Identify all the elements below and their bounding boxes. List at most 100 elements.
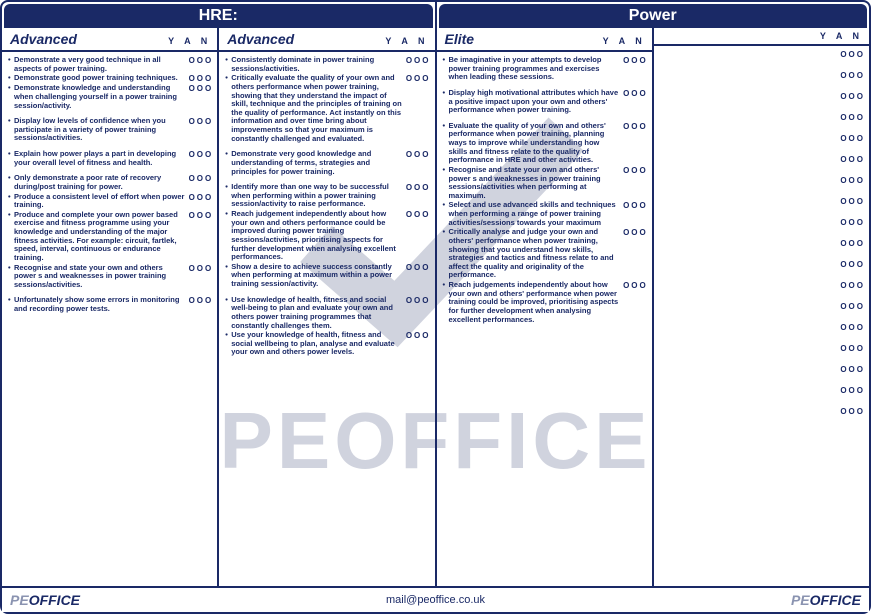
- criteria-item: Use your knowledge of health, fitness an…: [225, 331, 430, 357]
- check-circles[interactable]: OOO: [186, 193, 214, 202]
- empty-row: OOO: [660, 281, 865, 290]
- criteria-item: Demonstrate very good knowledge and unde…: [225, 150, 430, 176]
- check-circles[interactable]: OOO: [403, 183, 431, 192]
- empty-row: OOO: [660, 197, 865, 206]
- empty-row: OOO: [660, 113, 865, 122]
- logo-right: PEOFFICE: [791, 592, 861, 608]
- check-circles[interactable]: OOO: [186, 264, 214, 273]
- check-circles[interactable]: OOO: [620, 228, 648, 237]
- check-circles[interactable]: OOO: [837, 92, 865, 101]
- check-circles[interactable]: OOO: [837, 407, 865, 416]
- empty-row: OOO: [660, 344, 865, 353]
- check-circles[interactable]: OOO: [837, 50, 865, 59]
- check-circles[interactable]: OOO: [186, 117, 214, 126]
- column-header: AdvancedY A N: [2, 28, 217, 52]
- check-circles[interactable]: OOO: [837, 239, 865, 248]
- check-circles[interactable]: OOO: [186, 296, 214, 305]
- column-header: Y A N: [654, 28, 869, 46]
- criteria-item: Reach judgement independently about how …: [225, 210, 430, 262]
- criteria-item: Produce a consistent level of effort whe…: [8, 193, 213, 210]
- criteria-item: Show a desire to achieve success constan…: [225, 263, 430, 289]
- check-circles[interactable]: OOO: [186, 74, 214, 83]
- criteria-item: Display low levels of confidence when yo…: [8, 117, 213, 143]
- criteria-item: Select and use advanced skills and techn…: [443, 201, 648, 227]
- criteria-item: Recognise and state your own and others …: [8, 264, 213, 290]
- check-circles[interactable]: OOO: [837, 197, 865, 206]
- check-circles[interactable]: OOO: [403, 296, 431, 305]
- criteria-item: Recognise and state your own and others'…: [443, 166, 648, 201]
- criteria-item: Demonstrate knowledge and understanding …: [8, 84, 213, 110]
- check-circles[interactable]: OOO: [620, 281, 648, 290]
- criteria-item: Consistently dominate in power training …: [225, 56, 430, 73]
- column-header: AdvancedY A N: [219, 28, 434, 52]
- empty-row: OOO: [660, 50, 865, 59]
- check-circles[interactable]: OOO: [837, 71, 865, 80]
- check-circles[interactable]: OOO: [837, 260, 865, 269]
- criteria-item: Critically analyse and judge your own an…: [443, 228, 648, 280]
- check-circles[interactable]: OOO: [837, 134, 865, 143]
- check-circles[interactable]: OOO: [837, 176, 865, 185]
- check-circles[interactable]: OOO: [186, 56, 214, 65]
- criteria-item: Explain how power plays a part in develo…: [8, 150, 213, 167]
- check-circles[interactable]: OOO: [186, 84, 214, 93]
- criteria-item: Reach judgements independently about how…: [443, 281, 648, 324]
- check-circles[interactable]: OOO: [403, 331, 431, 340]
- check-circles[interactable]: OOO: [403, 56, 431, 65]
- criteria-item: Only demonstrate a poor rate of recovery…: [8, 174, 213, 191]
- check-circles[interactable]: OOO: [837, 365, 865, 374]
- check-circles[interactable]: OOO: [837, 323, 865, 332]
- criteria-item: Use knowledge of health, fitness and soc…: [225, 296, 430, 331]
- check-circles[interactable]: OOO: [403, 150, 431, 159]
- check-circles[interactable]: OOO: [837, 155, 865, 164]
- check-circles[interactable]: OOO: [403, 74, 431, 83]
- empty-row: OOO: [660, 71, 865, 80]
- check-circles[interactable]: OOO: [837, 113, 865, 122]
- check-circles[interactable]: OOO: [837, 302, 865, 311]
- empty-row: OOO: [660, 260, 865, 269]
- criteria-item: Evaluate the quality of your own and oth…: [443, 122, 648, 165]
- criteria-item: Identify more than one way to be success…: [225, 183, 430, 209]
- check-circles[interactable]: OOO: [837, 344, 865, 353]
- criteria-item: Produce and complete your own power base…: [8, 211, 213, 263]
- column-body: Demonstrate a very good technique in all…: [2, 52, 217, 586]
- check-circles[interactable]: OOO: [403, 263, 431, 272]
- empty-row: OOO: [660, 134, 865, 143]
- column-body: OOO OOO OOO OOO OOO OOO OOO OOO OOO OOO OOO OOO OOO O…: [654, 46, 869, 586]
- empty-row: OOO: [660, 365, 865, 374]
- check-circles[interactable]: OOO: [620, 201, 648, 210]
- footer-email: mail@peoffice.co.uk: [386, 594, 485, 606]
- empty-row: OOO: [660, 92, 865, 101]
- check-circles[interactable]: OOO: [403, 210, 431, 219]
- check-circles[interactable]: OOO: [186, 211, 214, 220]
- check-circles[interactable]: OOO: [837, 218, 865, 227]
- criteria-item: Demonstrate a very good technique in all…: [8, 56, 213, 73]
- empty-row: OOO: [660, 218, 865, 227]
- criteria-item: Demonstrate good power training techniqu…: [8, 74, 213, 83]
- column-body: Be imaginative in your attempts to devel…: [437, 52, 652, 586]
- empty-row: OOO: [660, 407, 865, 416]
- check-circles[interactable]: OOO: [837, 386, 865, 395]
- main-grid: HRE:AdvancedY A N Demonstrate a very good…: [2, 2, 869, 586]
- check-circles[interactable]: OOO: [186, 150, 214, 159]
- footer: PEOFFICE mail@peoffice.co.uk PEOFFICE: [2, 586, 869, 612]
- check-circles[interactable]: OOO: [620, 122, 648, 131]
- check-circles[interactable]: OOO: [837, 281, 865, 290]
- section-header: HRE:: [4, 4, 433, 28]
- empty-row: OOO: [660, 302, 865, 311]
- empty-row: OOO: [660, 155, 865, 164]
- logo-left: PEOFFICE: [10, 592, 80, 608]
- criteria-item: Unfortunately show some errors in monito…: [8, 296, 213, 313]
- criteria-item: Display high motivational attributes whi…: [443, 89, 648, 115]
- empty-row: OOO: [660, 176, 865, 185]
- empty-row: OOO: [660, 239, 865, 248]
- column-body: Consistently dominate in power training …: [219, 52, 434, 586]
- empty-row: OOO: [660, 386, 865, 395]
- criteria-item: Be imaginative in your attempts to devel…: [443, 56, 648, 82]
- column-header: EliteY A N: [437, 28, 652, 52]
- check-circles[interactable]: OOO: [620, 89, 648, 98]
- criteria-item: Critically evaluate the quality of your …: [225, 74, 430, 143]
- empty-row: OOO: [660, 323, 865, 332]
- check-circles[interactable]: OOO: [620, 166, 648, 175]
- check-circles[interactable]: OOO: [620, 56, 648, 65]
- check-circles[interactable]: OOO: [186, 174, 214, 183]
